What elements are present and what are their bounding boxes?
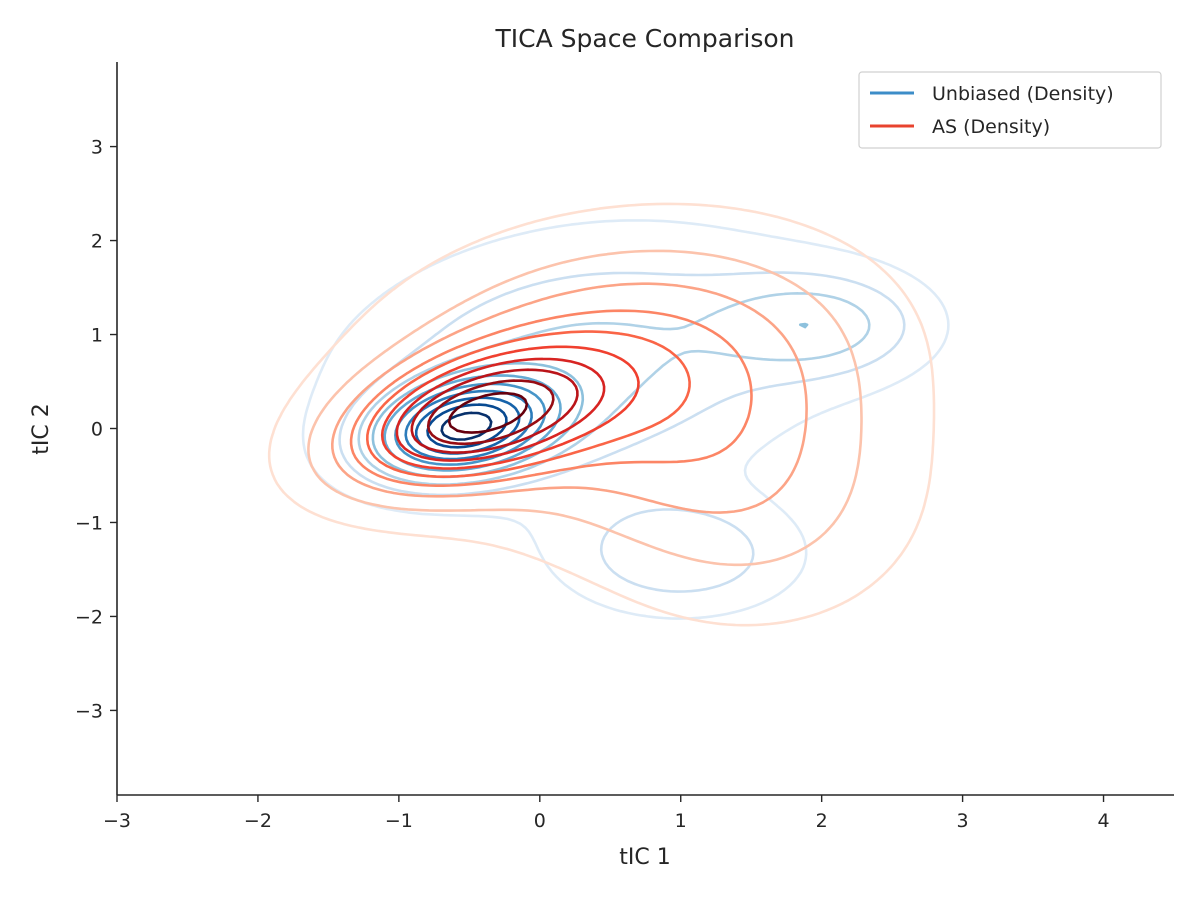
contour-line	[447, 392, 529, 434]
contour-line	[410, 368, 579, 454]
contour-line	[426, 379, 555, 446]
contour-line	[338, 271, 906, 593]
contour-line	[440, 411, 493, 441]
plot-area	[267, 202, 950, 627]
legend: Unbiased (Density) AS (Density)	[858, 71, 1162, 149]
x-tick-label: 1	[675, 810, 687, 832]
contour-line	[267, 202, 936, 627]
y-tick-label: 1	[91, 325, 103, 347]
x-axis-label: tIC 1	[619, 845, 670, 870]
y-tick-label: −3	[75, 700, 103, 722]
x-tick-label: 3	[957, 810, 969, 832]
y-tick-label: −1	[75, 512, 103, 534]
contour-line	[349, 309, 753, 487]
chart-title: TICA Space Comparison	[495, 24, 795, 53]
ticks: −3 −2 −1 0 1 2 3 4 −3 −2 −1 0 1 2 3	[75, 137, 1110, 832]
contour-line	[331, 282, 808, 514]
legend-label-as: AS (Density)	[932, 116, 1050, 138]
y-tick-label: 3	[91, 137, 103, 159]
legend-label-unbiased: Unbiased (Density)	[932, 83, 1114, 105]
y-axis-label: tIC 2	[29, 403, 54, 454]
contour-line	[366, 330, 691, 478]
contour-line	[307, 249, 863, 567]
legend-frame	[858, 71, 1162, 149]
contour-line	[395, 357, 606, 462]
y-tick-label: −2	[75, 606, 103, 628]
x-tick-label: 2	[816, 810, 828, 832]
x-tick-label: −2	[244, 810, 272, 832]
x-tick-label: 4	[1097, 810, 1109, 832]
x-tick-label: −3	[103, 810, 131, 832]
x-tick-label: −1	[385, 810, 413, 832]
contour-line	[380, 345, 640, 470]
y-tick-label: 2	[91, 231, 103, 253]
contour-line	[357, 292, 871, 486]
x-tick-label: 0	[534, 810, 546, 832]
y-tick-label: 0	[91, 419, 103, 441]
